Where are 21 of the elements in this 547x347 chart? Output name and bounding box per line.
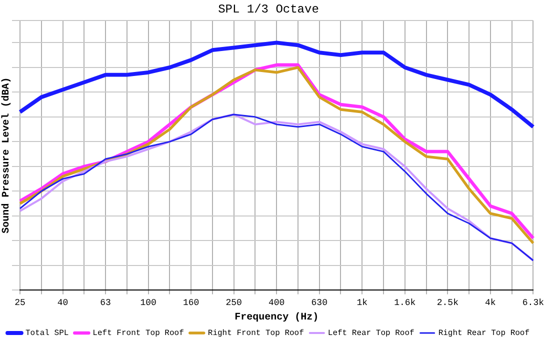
x-tick-label: 4k [485, 298, 496, 308]
x-tick-label: 400 [268, 298, 285, 308]
legend-label: Left Rear Top Roof [328, 329, 415, 338]
x-tick-label: 40 [57, 298, 68, 308]
x-tick-label: 630 [311, 298, 328, 308]
x-tick-label: 63 [100, 298, 111, 308]
x-tick-label: 100 [140, 298, 156, 308]
legend-label: Total SPL [25, 329, 69, 338]
x-tick-label: 1.6k [394, 298, 416, 308]
x-tick-label: 1k [356, 298, 368, 308]
x-tick-label: 250 [226, 298, 242, 308]
legend-label: Right Rear Top Roof [438, 329, 530, 338]
x-tick-label: 6.3k [522, 298, 544, 308]
chart-title: SPL 1/3 Octave [218, 2, 319, 16]
x-tick-label: 160 [182, 298, 200, 308]
legend-label: Left Front Top Roof [92, 329, 184, 338]
x-tick-label: 2.5k [436, 298, 458, 308]
x-tick-label: 25 [14, 298, 26, 308]
y-axis-title: Sound Pressure Level (dBA) [0, 77, 13, 234]
x-axis-title: Frequency (Hz) [234, 312, 319, 324]
legend-label: Right Front Top Roof [208, 329, 304, 338]
